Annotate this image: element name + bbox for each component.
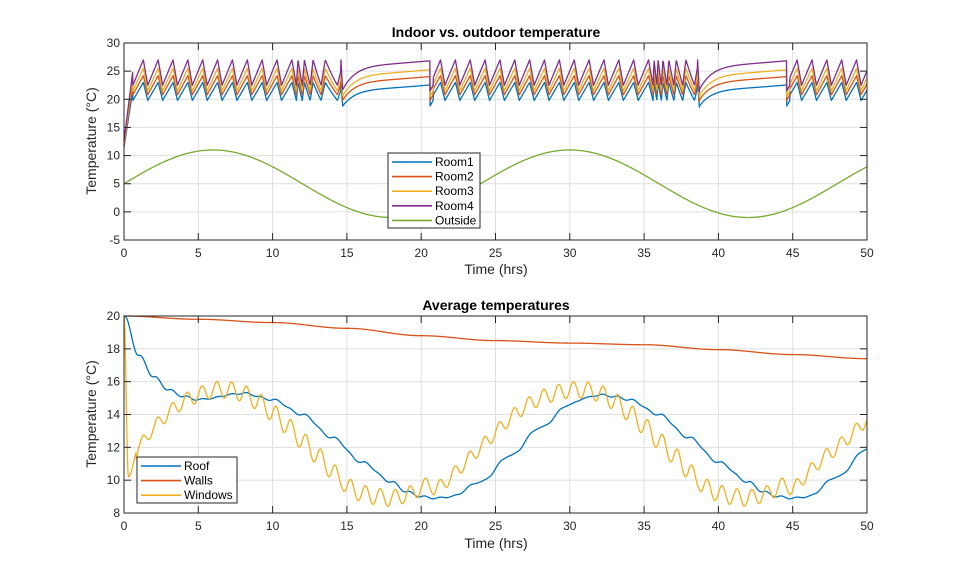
chart-title: Average temperatures [422, 297, 570, 313]
x-tick-label: 20 [415, 246, 429, 260]
legend-label: Outside [435, 213, 477, 227]
y-tick-label: 12 [107, 440, 121, 454]
y-tick-label: 5 [113, 177, 120, 191]
legend-item-room2[interactable]: Room2 [392, 170, 474, 184]
series-line-room3 [123, 67, 868, 144]
chart-title: Indoor vs. outdoor temperature [392, 24, 601, 40]
x-tick-label: 15 [340, 246, 354, 260]
series-line-windows [123, 315, 868, 507]
legend-label: Room1 [435, 155, 474, 169]
y-tick-label: 25 [107, 64, 121, 78]
legend-item-room1[interactable]: Room1 [392, 155, 474, 169]
x-tick-label: 30 [563, 246, 577, 260]
y-tick-label: 30 [107, 36, 121, 50]
x-tick-label: 35 [637, 246, 651, 260]
y-axis-label: Temperature (°C) [83, 360, 99, 468]
x-tick-label: 50 [860, 246, 874, 260]
x-axis-label: Time (hrs) [464, 535, 527, 551]
series-line-room1 [123, 81, 868, 148]
series-line-room4 [123, 59, 868, 142]
x-tick-label: 5 [195, 519, 202, 533]
legend-item-outside[interactable]: Outside [392, 213, 477, 227]
y-tick-label: 10 [107, 149, 121, 163]
x-tick-label: 10 [266, 246, 280, 260]
legend-label: Walls [184, 474, 213, 488]
x-tick-label: 25 [489, 519, 503, 533]
x-tick-label: 20 [415, 519, 429, 533]
y-axis-label: Temperature (°C) [83, 87, 99, 195]
y-tick-label: 14 [107, 408, 121, 422]
axes-average-temperatures: 0 5 10 15 20 25 30 35 40 45 50 8 10 12 14 16 18 20 Averag… [83, 297, 874, 551]
x-tick-label: 0 [121, 519, 128, 533]
legend-item-room4[interactable]: Room4 [392, 199, 474, 213]
legend-label: Room4 [435, 199, 474, 213]
x-tick-label: 40 [712, 246, 726, 260]
y-tick-label: 20 [107, 92, 121, 106]
x-tick-label: 5 [195, 246, 202, 260]
series-line-room2 [123, 75, 868, 146]
legend-item-roof[interactable]: Roof [141, 459, 210, 473]
series-group [123, 315, 868, 507]
legend-label: Roof [184, 459, 210, 473]
x-tick-label: 45 [786, 519, 800, 533]
x-tick-label: 50 [860, 519, 874, 533]
x-tick-label: 30 [563, 519, 577, 533]
legend-label: Room3 [435, 184, 474, 198]
x-tick-label: 40 [712, 519, 726, 533]
y-tick-label: 8 [113, 506, 120, 520]
legend-item-room3[interactable]: Room3 [392, 184, 474, 198]
x-tick-label: 10 [266, 519, 280, 533]
y-tick-label: 0 [113, 205, 120, 219]
x-tick-label: 35 [637, 519, 651, 533]
y-tick-label: 18 [107, 342, 121, 356]
x-tick-label: 25 [489, 246, 503, 260]
y-tick-label: -5 [109, 233, 120, 247]
legend-label: Room2 [435, 170, 474, 184]
legend-item-windows[interactable]: Windows [141, 488, 233, 502]
legend-item-walls[interactable]: Walls [141, 474, 213, 488]
x-tick-label: 15 [340, 519, 354, 533]
x-tick-label: 0 [121, 246, 128, 260]
series-line-walls [123, 315, 868, 360]
x-axis-label: Time (hrs) [464, 261, 527, 277]
y-tick-label: 20 [107, 309, 121, 323]
legend-label: Windows [184, 488, 233, 502]
y-tick-label: 15 [107, 120, 121, 134]
series-line-roof [123, 315, 868, 500]
series-group [123, 59, 868, 219]
series-line-outside [123, 149, 868, 219]
y-tick-label: 10 [107, 473, 121, 487]
x-tick-label: 45 [786, 246, 800, 260]
y-tick-label: 16 [107, 375, 121, 389]
ticks: 0 5 10 15 20 25 30 35 40 45 50 8 10 12 14 16 18 20 [107, 309, 874, 533]
